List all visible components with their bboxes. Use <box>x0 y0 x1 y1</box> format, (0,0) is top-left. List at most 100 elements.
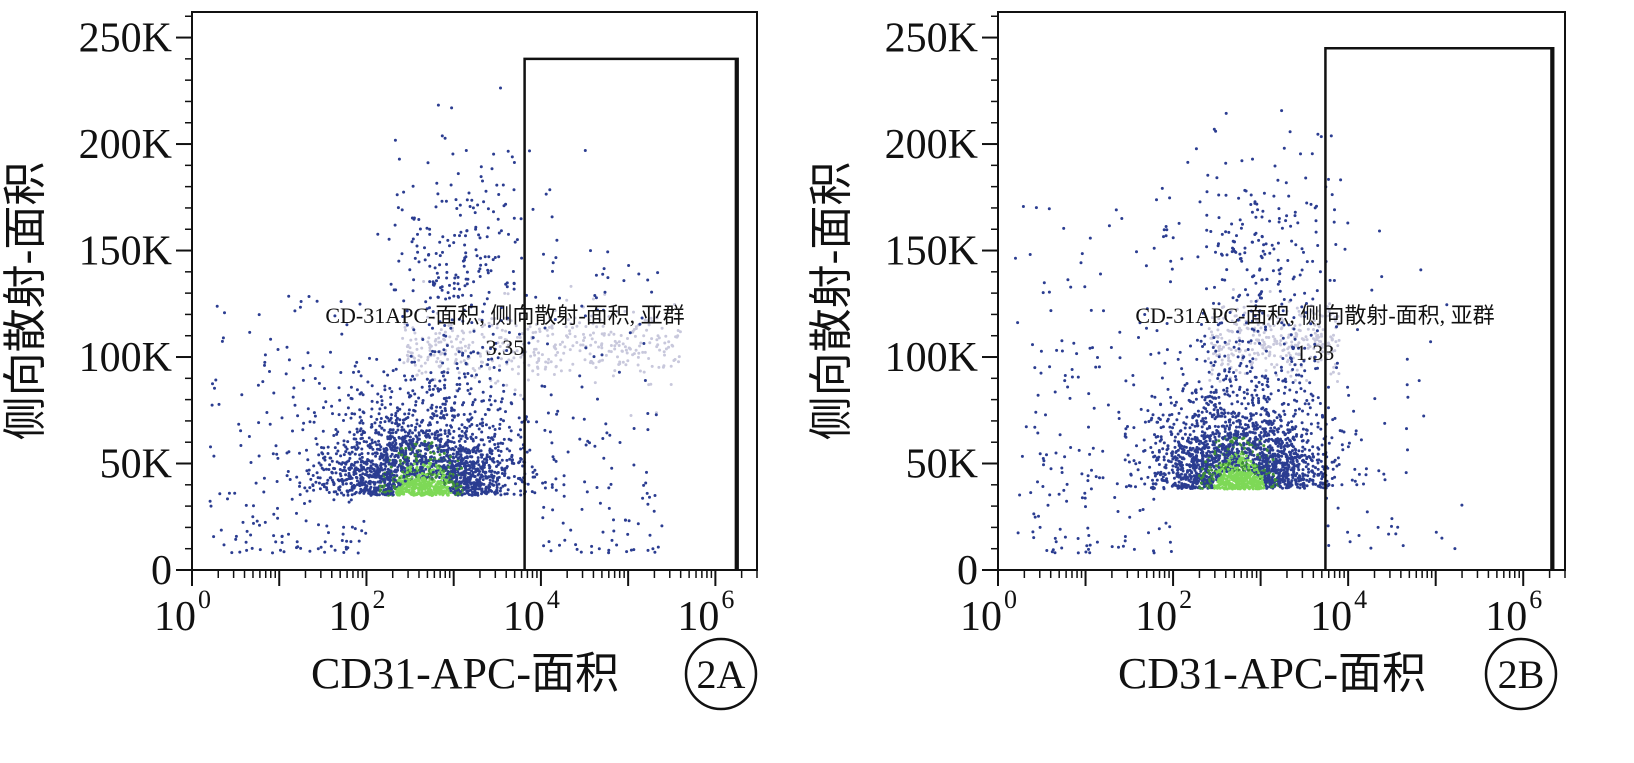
event-dot <box>663 354 666 357</box>
event-dot <box>483 443 486 446</box>
event-dot <box>513 288 516 291</box>
event-dot <box>437 447 440 450</box>
event-dot <box>382 448 385 451</box>
event-dot <box>1316 244 1319 247</box>
event-dot <box>533 354 536 357</box>
event-dot <box>1277 242 1280 245</box>
event-dot <box>1314 332 1317 335</box>
event-dot <box>261 380 264 383</box>
event-dot <box>417 397 420 400</box>
event-dot <box>424 452 427 455</box>
event-dot <box>1216 328 1219 331</box>
event-dot <box>592 298 595 301</box>
panel-tag: 2A <box>686 639 756 709</box>
event-dot <box>416 374 419 377</box>
event-dot <box>1265 369 1268 372</box>
event-dot <box>413 218 416 221</box>
event-dot <box>262 491 265 494</box>
event-dot <box>477 473 480 476</box>
event-dot <box>1337 372 1340 375</box>
event-dot <box>395 368 398 371</box>
event-dot <box>474 410 477 413</box>
event-dot <box>452 482 455 485</box>
event-dot <box>1089 237 1092 240</box>
event-dot <box>295 512 298 515</box>
event-dot <box>441 289 444 292</box>
event-dot <box>1039 452 1042 455</box>
event-dot <box>274 540 277 543</box>
event-dot <box>513 282 516 285</box>
event-dot <box>428 280 431 283</box>
event-dot <box>347 477 350 480</box>
event-dot <box>1271 244 1274 247</box>
event-dot <box>1058 493 1061 496</box>
event-dot <box>1255 338 1258 341</box>
event-dot <box>1227 354 1230 357</box>
event-dot <box>1247 348 1250 351</box>
event-dot <box>457 172 460 175</box>
event-dot <box>490 473 493 476</box>
event-dot <box>607 486 610 489</box>
event-dot <box>1328 442 1331 445</box>
event-dot <box>286 452 289 455</box>
event-dot <box>410 465 413 468</box>
event-dot <box>1261 346 1264 349</box>
event-dot <box>1249 360 1252 363</box>
event-dot <box>248 331 251 334</box>
event-dot <box>1165 464 1168 467</box>
event-dot <box>1118 331 1121 334</box>
event-dot <box>1276 179 1279 182</box>
event-dot <box>1119 356 1122 359</box>
event-dot <box>601 359 604 362</box>
event-dot <box>1283 147 1286 150</box>
event-dot <box>492 476 495 479</box>
event-dot <box>1227 363 1230 366</box>
event-dot <box>1287 359 1290 362</box>
event-dot <box>1072 342 1075 345</box>
event-dot <box>1042 457 1045 460</box>
event-dot <box>328 463 331 466</box>
event-dot <box>495 484 498 487</box>
event-dot <box>275 453 278 456</box>
event-dot <box>1185 423 1188 426</box>
event-dot <box>1289 375 1292 378</box>
event-dot <box>481 438 484 441</box>
event-dot <box>394 469 397 472</box>
event-dot <box>316 443 319 446</box>
event-dot <box>646 428 649 431</box>
event-dot <box>450 409 453 412</box>
event-dot <box>1210 401 1213 404</box>
event-dot <box>602 457 605 460</box>
event-dot <box>366 467 369 470</box>
event-dot <box>479 264 482 267</box>
event-dot <box>400 444 403 447</box>
event-dot <box>1330 134 1333 137</box>
event-dot <box>360 529 363 532</box>
event-dot <box>443 445 446 448</box>
event-dot <box>1161 187 1164 190</box>
event-dot <box>431 490 434 493</box>
event-dot <box>642 334 645 337</box>
event-dot <box>485 190 488 193</box>
event-dot <box>660 524 663 527</box>
event-dot <box>1214 360 1217 363</box>
event-dot <box>384 406 387 409</box>
event-dot <box>492 484 495 487</box>
event-dot <box>1025 425 1028 428</box>
event-dot <box>535 473 538 476</box>
event-dot <box>466 372 469 375</box>
event-dot <box>517 365 520 368</box>
event-dot <box>555 413 558 416</box>
event-dot <box>611 539 614 542</box>
event-dot <box>425 444 428 447</box>
event-dot <box>1124 539 1127 542</box>
event-dot <box>488 426 491 429</box>
event-dot <box>603 267 606 270</box>
event-dot <box>1304 177 1307 180</box>
event-dot <box>559 343 562 346</box>
event-dot <box>475 446 478 449</box>
event-dot <box>331 412 334 415</box>
event-dot <box>418 431 421 434</box>
event-dot <box>1406 448 1409 451</box>
